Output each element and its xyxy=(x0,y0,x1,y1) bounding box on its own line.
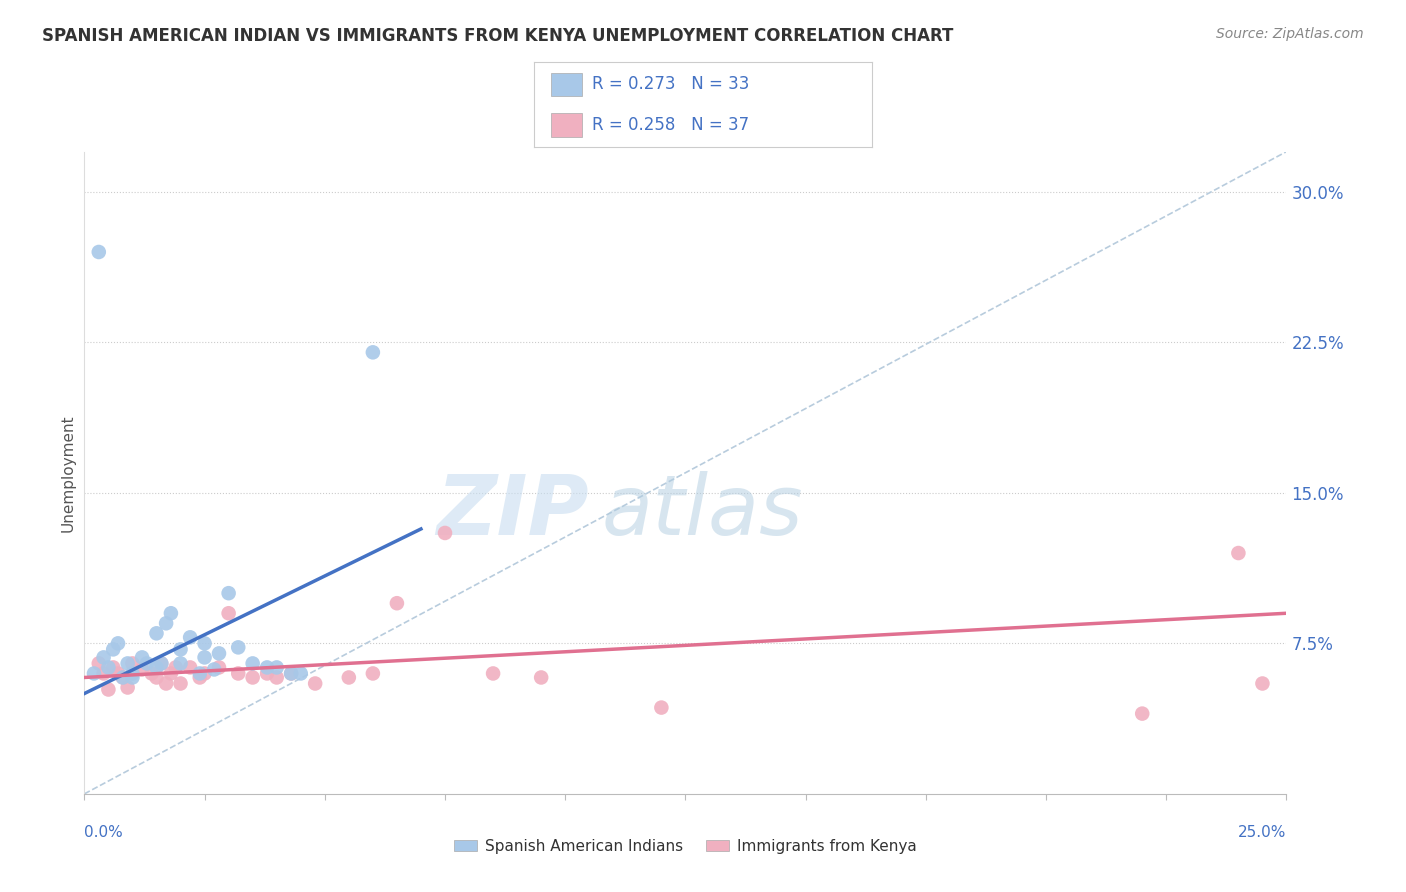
Text: Source: ZipAtlas.com: Source: ZipAtlas.com xyxy=(1216,27,1364,41)
Point xyxy=(107,636,129,650)
Point xyxy=(150,657,173,671)
Point xyxy=(160,666,183,681)
Text: ZIP: ZIP xyxy=(437,471,589,552)
Point xyxy=(304,676,326,690)
Point xyxy=(103,642,125,657)
Point xyxy=(194,636,217,650)
Point xyxy=(155,616,177,631)
Point xyxy=(117,657,139,671)
Point xyxy=(145,626,167,640)
Point xyxy=(155,676,177,690)
Point xyxy=(160,607,183,621)
Point xyxy=(97,682,120,697)
Text: SPANISH AMERICAN INDIAN VS IMMIGRANTS FROM KENYA UNEMPLOYMENT CORRELATION CHART: SPANISH AMERICAN INDIAN VS IMMIGRANTS FR… xyxy=(42,27,953,45)
Point xyxy=(361,666,384,681)
Point xyxy=(169,642,191,657)
Legend: Spanish American Indians, Immigrants from Kenya: Spanish American Indians, Immigrants fro… xyxy=(449,833,922,860)
Point xyxy=(121,666,143,681)
Point xyxy=(256,660,278,674)
Point xyxy=(93,666,115,681)
Point xyxy=(103,660,125,674)
Point xyxy=(111,671,134,685)
Y-axis label: Unemployment: Unemployment xyxy=(60,414,76,532)
Point xyxy=(218,607,240,621)
Text: atlas: atlas xyxy=(602,471,803,552)
Point xyxy=(179,630,201,644)
Point xyxy=(361,345,384,359)
Point xyxy=(650,700,672,714)
Point xyxy=(385,596,408,610)
Point xyxy=(208,660,231,674)
Point xyxy=(188,671,211,685)
Text: 0.0%: 0.0% xyxy=(84,825,124,840)
Point xyxy=(337,671,360,685)
Point xyxy=(242,657,264,671)
Point xyxy=(1251,676,1274,690)
Point xyxy=(169,657,191,671)
Text: 25.0%: 25.0% xyxy=(1239,825,1286,840)
Point xyxy=(141,666,163,681)
Point xyxy=(131,662,153,676)
Point xyxy=(131,650,153,665)
Point xyxy=(87,244,110,259)
Point xyxy=(266,660,288,674)
Text: R = 0.258   N = 37: R = 0.258 N = 37 xyxy=(592,116,749,134)
Point xyxy=(208,646,231,660)
Point xyxy=(150,657,173,671)
Point xyxy=(256,666,278,681)
Point xyxy=(188,666,211,681)
Point xyxy=(1130,706,1153,721)
Point xyxy=(83,666,105,681)
Point xyxy=(179,660,201,674)
Point xyxy=(202,662,225,676)
Point xyxy=(482,666,505,681)
Point xyxy=(97,660,120,674)
Text: R = 0.273   N = 33: R = 0.273 N = 33 xyxy=(592,76,749,94)
Point xyxy=(169,676,191,690)
Point xyxy=(145,671,167,685)
Point xyxy=(194,650,217,665)
Point xyxy=(226,666,249,681)
Point xyxy=(87,657,110,671)
Point xyxy=(117,681,139,695)
Bar xyxy=(551,72,582,96)
Point xyxy=(145,660,167,674)
Point xyxy=(266,671,288,685)
Point xyxy=(218,586,240,600)
Point xyxy=(530,671,553,685)
Point xyxy=(111,671,134,685)
Point xyxy=(1227,546,1250,560)
Point xyxy=(290,666,312,681)
Bar xyxy=(551,113,582,137)
Point xyxy=(121,671,143,685)
Point xyxy=(280,666,302,681)
Point xyxy=(280,666,302,681)
Point xyxy=(93,650,115,665)
Point xyxy=(194,666,217,681)
Point xyxy=(121,657,143,671)
Point xyxy=(226,640,249,655)
Point xyxy=(135,657,157,671)
Point xyxy=(434,525,457,540)
Point xyxy=(107,666,129,681)
Point xyxy=(165,660,187,674)
Point xyxy=(242,671,264,685)
